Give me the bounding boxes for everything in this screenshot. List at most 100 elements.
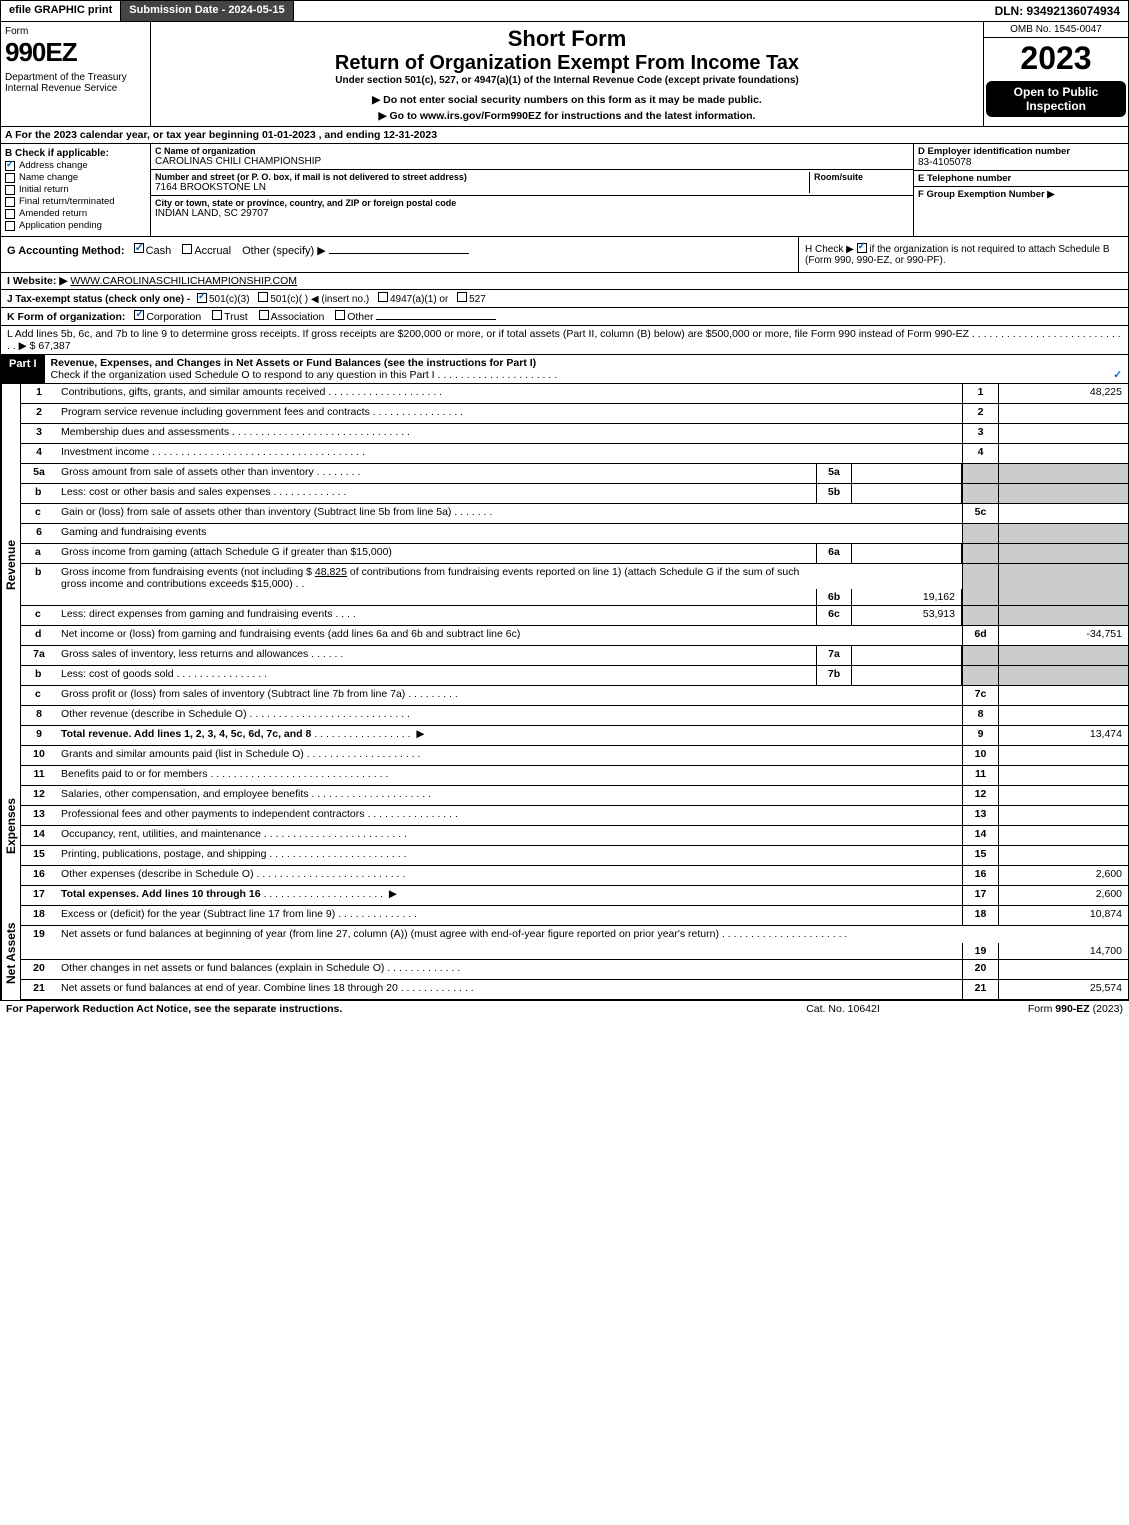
section-c-org: C Name of organization CAROLINAS CHILI C…	[151, 144, 913, 236]
g-other: Other (specify) ▶	[242, 245, 326, 257]
part1-header-row: Part I Revenue, Expenses, and Changes in…	[0, 355, 1129, 384]
return-title: Return of Organization Exempt From Incom…	[155, 52, 979, 75]
section-h: H Check ▶ if the organization is not req…	[798, 237, 1128, 272]
line-5a-value	[852, 464, 962, 483]
efile-print-button[interactable]: efile GRAPHIC print	[1, 1, 121, 21]
org-city-cell: City or town, state or province, country…	[151, 196, 913, 221]
line-15-value	[998, 846, 1128, 865]
tax-year: 2023	[984, 38, 1128, 79]
part1-check-icon: ✓	[1113, 369, 1122, 381]
j-501c: 501(c)( ) ◀ (insert no.)	[270, 294, 369, 305]
top-bar: efile GRAPHIC print Submission Date - 20…	[0, 0, 1129, 22]
website-value[interactable]: WWW.CAROLINASCHILICHAMPIONSHIP.COM	[70, 275, 297, 287]
open-public-badge: Open to Public Inspection	[986, 81, 1126, 117]
check-app-pending[interactable]: Application pending	[5, 220, 146, 231]
part1-title-cell: Revenue, Expenses, and Changes in Net As…	[45, 355, 1128, 383]
part1-subtitle: Check if the organization used Schedule …	[51, 369, 435, 381]
section-j-tax-exempt: J Tax-exempt status (check only one) - 5…	[0, 290, 1129, 308]
omb-number: OMB No. 1545-0047	[984, 22, 1128, 38]
section-k-form-org: K Form of organization: Corporation Trus…	[0, 308, 1129, 326]
section-i-website: I Website: ▶ WWW.CAROLINASCHILICHAMPIONS…	[0, 273, 1129, 290]
expenses-section: Expenses 10Grants and similar amounts pa…	[0, 746, 1129, 906]
b-label: B Check if applicable:	[5, 148, 146, 159]
line-14-value	[998, 826, 1128, 845]
g-cash: Cash	[146, 245, 172, 257]
footer-left: For Paperwork Reduction Act Notice, see …	[6, 1003, 743, 1015]
section-d-e-f: D Employer identification number 83-4105…	[913, 144, 1128, 236]
section-l-gross-receipts: L Add lines 5b, 6c, and 7b to line 9 to …	[0, 326, 1129, 355]
line-1-value: 48,225	[998, 384, 1128, 403]
line-20-value	[998, 960, 1128, 979]
line-3-value	[998, 424, 1128, 443]
expenses-vlabel: Expenses	[1, 746, 20, 906]
phone-label: E Telephone number	[918, 173, 1124, 184]
check-amended[interactable]: Amended return	[5, 208, 146, 219]
k-label: K Form of organization:	[7, 311, 125, 323]
line-6d-value: -34,751	[998, 626, 1128, 645]
check-name-change[interactable]: Name change	[5, 172, 146, 183]
org-name-cell: C Name of organization CAROLINAS CHILI C…	[151, 144, 913, 170]
line-21-value: 25,574	[998, 980, 1128, 999]
line-7a-value	[852, 646, 962, 665]
l-text: L Add lines 5b, 6c, and 7b to line 9 to …	[7, 328, 969, 340]
form-label: Form	[5, 26, 146, 37]
line-12-value	[998, 786, 1128, 805]
g-accrual: Accrual	[194, 245, 231, 257]
under-section-text: Under section 501(c), 527, or 4947(a)(1)…	[155, 75, 979, 86]
street-value: 7164 BROOKSTONE LN	[155, 182, 809, 193]
footer-form: Form 990-EZ (2023)	[943, 1003, 1123, 1015]
net-assets-section: Net Assets 18Excess or (deficit) for the…	[0, 906, 1129, 1000]
footer-catno: Cat. No. 10642I	[743, 1003, 943, 1015]
line-10-value	[998, 746, 1128, 765]
g-h-row: G Accounting Method: Cash Accrual Other …	[0, 237, 1129, 273]
header-left: Form 990EZ Department of the Treasury In…	[1, 22, 151, 126]
section-b-checkboxes: B Check if applicable: Address change Na…	[1, 144, 151, 236]
org-info-block: B Check if applicable: Address change Na…	[0, 144, 1129, 237]
k-assoc: Association	[271, 311, 325, 323]
l-value: ▶ $ 67,387	[19, 340, 71, 352]
check-address-change[interactable]: Address change	[5, 160, 146, 171]
check-final-return[interactable]: Final return/terminated	[5, 196, 146, 207]
line-4-value	[998, 444, 1128, 463]
ein-cell: D Employer identification number 83-4105…	[914, 144, 1128, 171]
line-19-value: 14,700	[998, 943, 1128, 959]
line-9-value: 13,474	[998, 726, 1128, 745]
ein-label: D Employer identification number	[918, 146, 1124, 157]
j-501c3: 501(c)(3)	[209, 294, 250, 305]
group-exemption-cell: F Group Exemption Number ▶	[914, 187, 1128, 202]
revenue-section: Revenue 1Contributions, gifts, grants, a…	[0, 384, 1129, 746]
check-initial-return[interactable]: Initial return	[5, 184, 146, 195]
org-name-label: C Name of organization	[155, 146, 909, 156]
line-6b-value: 19,162	[852, 589, 962, 605]
j-4947: 4947(a)(1) or	[390, 294, 448, 305]
submission-date: Submission Date - 2024-05-15	[121, 1, 293, 21]
form-header: Form 990EZ Department of the Treasury In…	[0, 22, 1129, 127]
line-5c-value	[998, 504, 1128, 523]
part1-title: Revenue, Expenses, and Changes in Net As…	[51, 357, 537, 369]
j-label: J Tax-exempt status (check only one) -	[7, 294, 190, 305]
line-6b-contrib-amount: 48,825	[315, 566, 347, 578]
h-text1: H Check ▶	[805, 244, 857, 255]
k-trust: Trust	[224, 311, 248, 323]
line-5b-value	[852, 484, 962, 503]
line-7c-value	[998, 686, 1128, 705]
form-number: 990EZ	[5, 37, 146, 68]
netassets-vlabel: Net Assets	[1, 906, 20, 1000]
line-a-tax-year: A For the 2023 calendar year, or tax yea…	[0, 127, 1129, 144]
org-street-cell: Number and street (or P. O. box, if mail…	[151, 170, 913, 196]
revenue-vlabel: Revenue	[1, 384, 20, 746]
room-label: Room/suite	[814, 172, 909, 182]
line-16-value: 2,600	[998, 866, 1128, 885]
line-6c-value: 53,913	[852, 606, 962, 625]
group-exemption-label: F Group Exemption Number ▶	[918, 189, 1124, 200]
org-name-value: CAROLINAS CHILI CHAMPIONSHIP	[155, 156, 909, 167]
section-g: G Accounting Method: Cash Accrual Other …	[1, 237, 798, 272]
k-corp: Corporation	[146, 311, 201, 323]
goto-link[interactable]: ▶ Go to www.irs.gov/Form990EZ for instru…	[155, 110, 979, 122]
part1-label: Part I	[1, 355, 45, 383]
line-6a-value	[852, 544, 962, 563]
header-mid: Short Form Return of Organization Exempt…	[151, 22, 983, 126]
g-label: G Accounting Method:	[7, 245, 125, 257]
ein-value: 83-4105078	[918, 157, 1124, 168]
phone-cell: E Telephone number	[914, 171, 1128, 187]
